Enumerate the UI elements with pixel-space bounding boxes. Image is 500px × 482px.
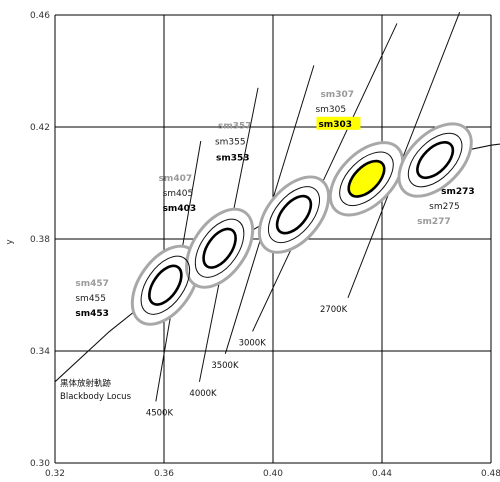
ellipse-sm403	[202, 227, 237, 269]
x-tick-label: 0.48	[481, 469, 500, 479]
series-label-sm307: sm307	[320, 90, 354, 100]
isotherm-line	[347, 12, 461, 298]
series-label-sm357: sm357	[218, 122, 252, 132]
series-label-sm457: sm457	[75, 279, 109, 289]
series-label-sm275: sm275	[429, 202, 460, 212]
ellipse-sm407	[185, 207, 255, 289]
isotherm-label: 3500K	[211, 361, 239, 371]
series-label-sm277: sm277	[417, 217, 451, 227]
isotherm-label: 2700K	[320, 305, 348, 315]
series-label-sm303: sm303	[318, 120, 352, 130]
series-label-sm353: sm353	[216, 154, 250, 164]
ellipse-sm303	[347, 159, 386, 198]
x-tick-label: 0.36	[154, 469, 174, 479]
series-label-sm405: sm405	[163, 189, 194, 199]
series-label-sm407: sm407	[159, 174, 193, 184]
y-tick-label: 0.34	[30, 347, 50, 357]
ellipse-sm357	[257, 175, 331, 254]
y-tick-label: 0.46	[30, 11, 50, 21]
series-label-sm273: sm273	[441, 187, 475, 197]
axes: 0.32 0.36 0.40 0.44 0.48 0.30 0.34 0.38 0.42 0.46…	[5, 11, 500, 479]
series-label-sm355: sm355	[215, 138, 246, 148]
y-tick-label: 0.42	[30, 123, 50, 133]
isotherm-label: 4500K	[146, 408, 174, 418]
locus-label-en: Blackbody Locus	[60, 392, 132, 402]
series-label-sm455: sm455	[75, 294, 106, 304]
grid-lines	[54, 14, 492, 464]
ellipse-sm355	[267, 186, 320, 244]
series-label-sm403: sm403	[163, 204, 197, 214]
locus-label-jp: 黒体放射軌跡	[60, 378, 112, 389]
x-tick-label: 0.44	[372, 469, 392, 479]
isotherm-label: 3000K	[239, 338, 267, 348]
ellipse-sm305	[339, 151, 394, 207]
ellipse-sm405	[194, 218, 245, 278]
isotherm-line	[252, 23, 398, 332]
ellipse-groups	[130, 122, 473, 326]
y-tick-label: 0.30	[30, 459, 50, 469]
ellipse-sm275	[407, 132, 463, 188]
series-label-sm453: sm453	[75, 309, 109, 319]
y-tick-label: 0.38	[30, 235, 50, 245]
ellipse-sm353	[275, 194, 313, 235]
y-axis-label: y	[5, 239, 15, 245]
series-label-sm305: sm305	[315, 105, 346, 115]
ellipse-sm455	[140, 255, 191, 315]
ellipse-sm277	[397, 122, 473, 198]
chart-labels: 4500K 4000K 3500K 3000K 2700K 黒体放射軌跡 Blackbody…	[60, 90, 475, 419]
highlight-label-box	[316, 116, 361, 130]
x-tick-label: 0.40	[263, 469, 283, 479]
x-tick-label: 0.32	[45, 469, 65, 479]
isotherm-label: 4000K	[189, 389, 217, 399]
ellipse-sm273	[416, 141, 455, 180]
ellipse-sm453	[148, 264, 183, 306]
